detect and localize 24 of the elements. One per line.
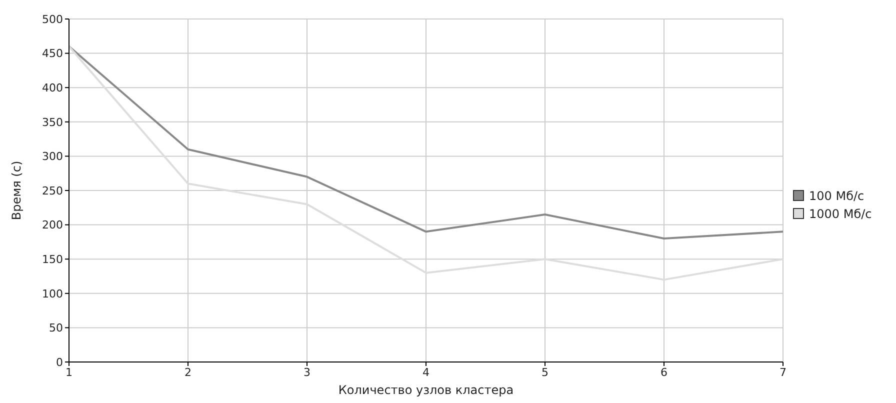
y-tick-label: 100	[42, 287, 63, 300]
x-tick-label: 6	[660, 366, 668, 379]
y-tick-label: 300	[42, 150, 63, 164]
x-axis-title: Количество узлов кластера	[338, 383, 514, 397]
y-tick-label: 450	[42, 47, 63, 60]
x-tick-label: 3	[304, 366, 310, 379]
y-tick-label: 250	[42, 184, 63, 198]
y-axis-title: Время (с)	[9, 160, 24, 220]
x-tick-label: 2	[184, 366, 192, 379]
line-series	[69, 45, 783, 240]
y-tick-label: 0	[56, 356, 63, 369]
y-tick-label: 50	[49, 322, 63, 335]
y-tick-label: 350	[42, 116, 63, 129]
y-tick-label: 400	[42, 82, 63, 95]
legend-label: 1000 Мб/с	[809, 206, 872, 220]
legend-label: 100 Мб/с	[809, 188, 864, 202]
line-series	[69, 45, 783, 281]
y-tick-label: 200	[42, 218, 63, 232]
x-tick-label: 7	[780, 366, 786, 379]
x-tick-label: 4	[422, 366, 430, 379]
y-tick-label: 500	[42, 12, 63, 26]
x-tick-label: 1	[66, 366, 72, 379]
y-tick-label: 150	[42, 253, 63, 266]
x-tick-label: 5	[542, 366, 548, 379]
